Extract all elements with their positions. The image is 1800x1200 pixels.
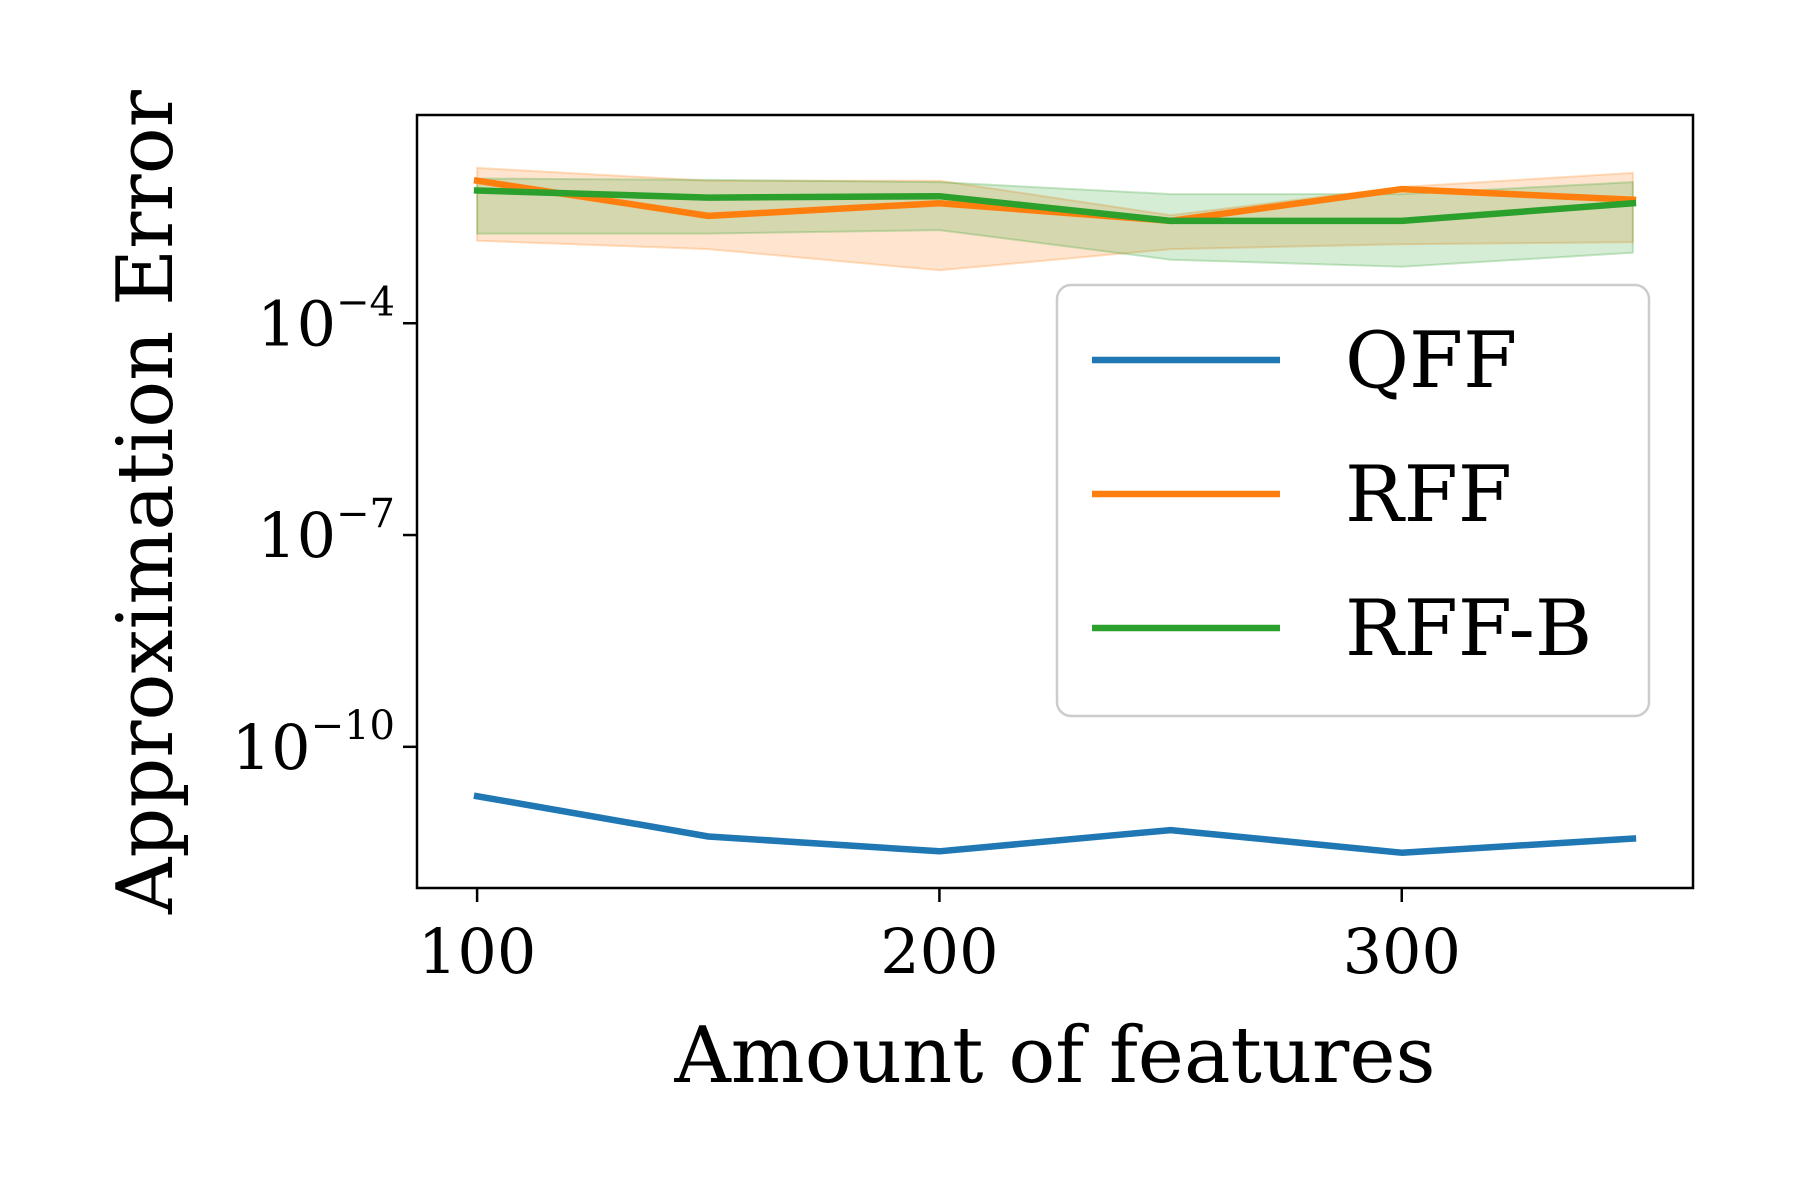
plot-frame: [415, 113, 1695, 890]
legend-box: [1055, 283, 1651, 718]
legend: QFF RFF RFF-B: [1055, 283, 1651, 718]
y-tick-label-m7: 10−7: [257, 491, 395, 572]
legend-label-rff-b: RFF-B: [1345, 584, 1592, 674]
y-axis-title: Approximation Error: [101, 89, 191, 915]
x-tick-label-100: 100: [418, 915, 536, 988]
x-tick-label-300: 300: [1343, 915, 1461, 988]
x-axis-ticks: 100 200 300: [418, 888, 1461, 988]
y-tick-label-m4: 10−4: [257, 279, 395, 360]
x-tick-label-200: 200: [880, 915, 998, 988]
line-rff-b: [473, 187, 1637, 225]
x-axis-title: Amount of features: [673, 1011, 1435, 1101]
y-axis-ticks: 10−4 10−7 10−10: [232, 279, 417, 784]
y-tick-label-m10: 10−10: [232, 703, 395, 784]
band-rff-b: [476, 177, 1634, 268]
legend-label-qff: QFF: [1345, 316, 1517, 406]
legend-label-rff: RFF: [1345, 450, 1512, 540]
confidence-bands: [476, 166, 1634, 272]
series-lines: [473, 176, 1637, 856]
line-qff: [473, 792, 1637, 856]
line-rff: [473, 176, 1637, 225]
band-rff: [476, 166, 1634, 272]
